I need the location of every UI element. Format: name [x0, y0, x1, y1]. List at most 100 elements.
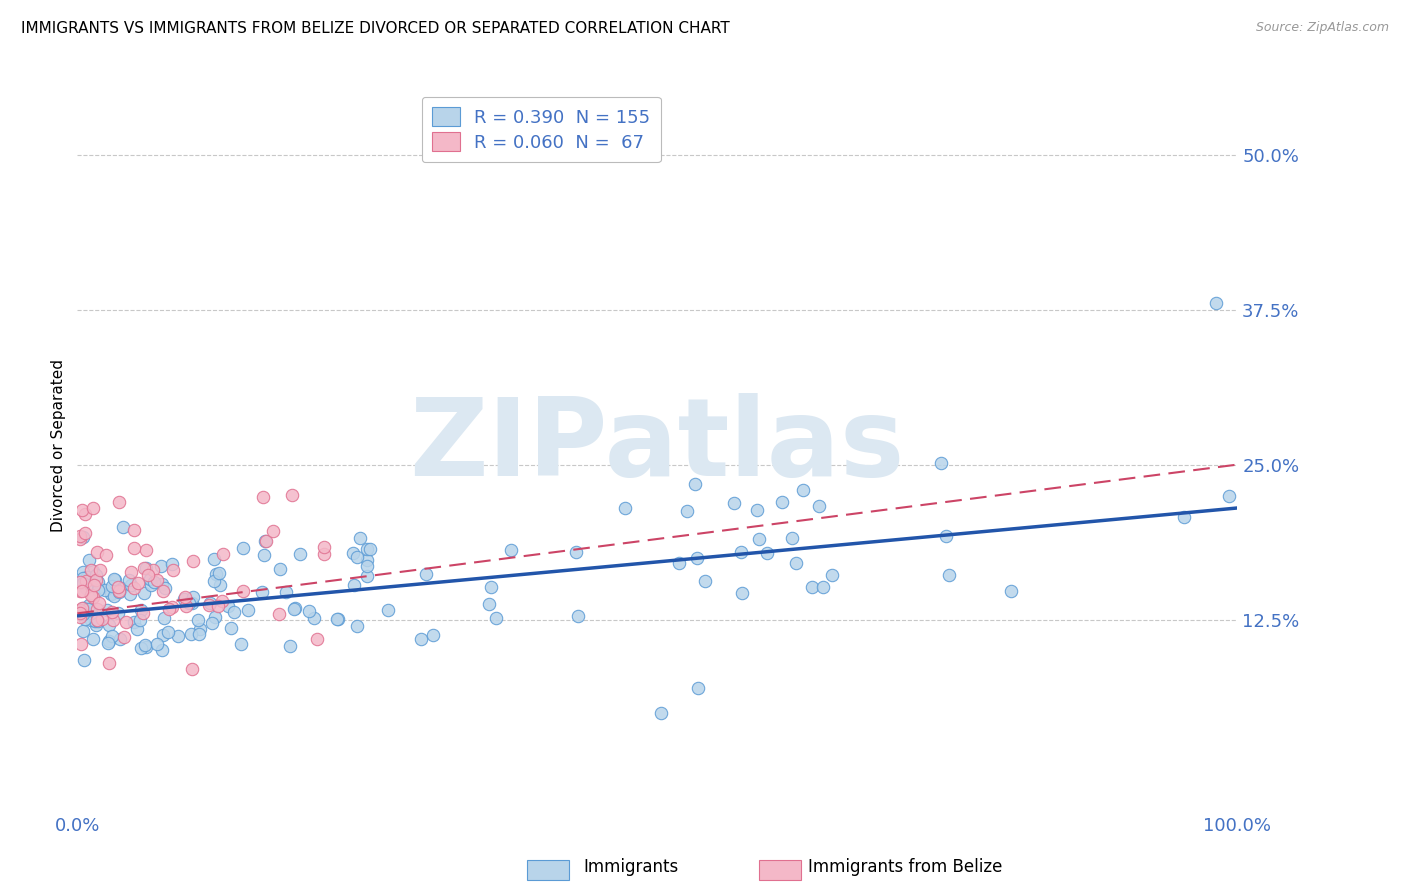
Point: [83, 614, 105, 628]
Point: [120, 577, 142, 591]
Point: [224, 605, 246, 619]
Point: [745, 503, 768, 517]
Point: [132, 560, 155, 574]
Point: [87, 596, 110, 610]
Point: [302, 611, 325, 625]
Point: [1000, 583, 1022, 598]
Point: [731, 586, 754, 600]
Point: [938, 568, 960, 582]
Point: [153, 582, 176, 596]
Point: [686, 681, 709, 695]
Point: [104, 573, 127, 587]
Point: [73, 507, 96, 521]
Point: [101, 605, 124, 619]
Point: [103, 573, 125, 587]
Point: [181, 590, 204, 604]
Point: [80, 613, 103, 627]
Point: [207, 599, 229, 614]
Point: [84, 567, 107, 582]
Point: [152, 628, 174, 642]
Point: [693, 574, 716, 589]
Point: [343, 578, 366, 592]
Point: [84, 574, 107, 588]
Point: [676, 504, 699, 518]
Point: [150, 577, 173, 591]
Point: [80, 606, 103, 620]
Point: [79, 602, 101, 616]
Point: [72, 624, 94, 638]
Point: [565, 545, 588, 559]
Point: [314, 540, 336, 554]
Point: [356, 568, 378, 582]
Point: [135, 561, 157, 575]
Point: [409, 632, 432, 647]
Text: Immigrants from Belize: Immigrants from Belize: [808, 858, 1002, 876]
Point: [276, 585, 298, 599]
Point: [129, 640, 152, 655]
Point: [84, 618, 107, 632]
Text: Source: ZipAtlas.com: Source: ZipAtlas.com: [1256, 21, 1389, 34]
Point: [187, 627, 209, 641]
Point: [72, 575, 94, 590]
Point: [86, 602, 108, 616]
Point: [217, 599, 239, 614]
Point: [211, 593, 233, 607]
Point: [346, 550, 368, 565]
Point: [478, 597, 501, 611]
Point: [150, 643, 173, 657]
Point: [127, 575, 149, 590]
Point: [156, 625, 179, 640]
Point: [77, 553, 100, 567]
Point: [82, 565, 104, 579]
Point: [142, 574, 165, 589]
Point: [108, 632, 131, 647]
Point: [800, 580, 823, 594]
Legend: R = 0.390  N = 155, R = 0.060  N =  67: R = 0.390 N = 155, R = 0.060 N = 67: [422, 96, 661, 162]
Point: [75, 526, 97, 541]
Point: [145, 573, 167, 587]
Point: [153, 611, 176, 625]
Text: IMMIGRANTS VS IMMIGRANTS FROM BELIZE DIVORCED OR SEPARATED CORRELATION CHART: IMMIGRANTS VS IMMIGRANTS FROM BELIZE DIV…: [21, 21, 730, 36]
Point: [202, 574, 225, 588]
Point: [122, 581, 145, 595]
Point: [792, 483, 814, 498]
Point: [107, 580, 129, 594]
Point: [129, 613, 152, 627]
Point: [314, 547, 336, 561]
Point: [770, 495, 793, 509]
Point: [82, 632, 104, 647]
Point: [229, 637, 252, 651]
Point: [101, 578, 124, 592]
Point: [69, 610, 91, 624]
Point: [177, 596, 200, 610]
Point: [72, 575, 94, 590]
Point: [86, 545, 108, 559]
Point: [253, 549, 276, 563]
Point: [94, 583, 117, 598]
Point: [780, 531, 803, 545]
Point: [142, 563, 165, 577]
Point: [146, 637, 169, 651]
Point: [72, 601, 94, 615]
Point: [730, 545, 752, 559]
Point: [82, 590, 104, 604]
Point: [72, 571, 94, 585]
Point: [1205, 296, 1227, 310]
Point: [86, 615, 108, 629]
Point: [298, 604, 321, 618]
Point: [101, 613, 124, 627]
Point: [668, 556, 690, 570]
Point: [1218, 489, 1240, 503]
Point: [69, 575, 91, 590]
Point: [342, 546, 364, 560]
Point: [152, 583, 174, 598]
Point: [236, 603, 259, 617]
Point: [70, 637, 93, 651]
Point: [87, 582, 110, 597]
Point: [120, 565, 142, 579]
Point: [82, 500, 104, 515]
Point: [72, 653, 94, 667]
Point: [69, 529, 91, 543]
Point: [174, 590, 197, 604]
Point: [91, 611, 114, 625]
